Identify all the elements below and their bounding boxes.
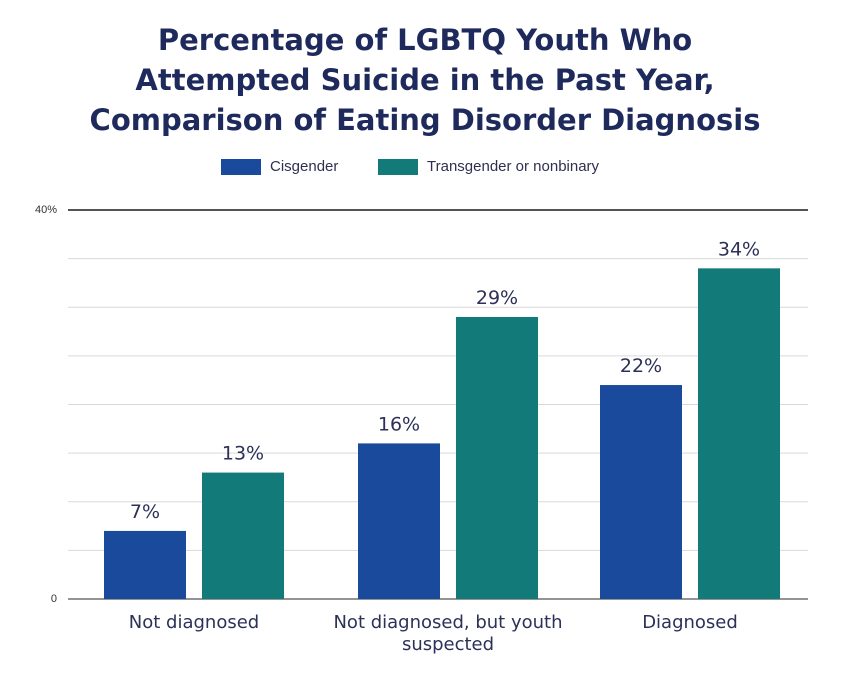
bar-cisgender-2 bbox=[600, 385, 682, 599]
chart-title-line-3: Comparison of Eating Disorder Diagnosis bbox=[89, 103, 761, 137]
chart-title-line-2: Attempted Suicide in the Past Year, bbox=[135, 63, 715, 97]
category-label-0: Not diagnosed bbox=[54, 612, 334, 634]
bar-cisgender-0 bbox=[104, 530, 186, 599]
category-label-2: Diagnosed bbox=[550, 612, 830, 634]
data-label-cisgender-1: 16% bbox=[378, 413, 420, 435]
legend-label-transgender: Transgender or nonbinary bbox=[427, 158, 600, 175]
legend-swatch-cisgender bbox=[221, 158, 261, 175]
y-tick-label-40: 40% bbox=[35, 204, 57, 216]
category-label-1-line-1: suspected bbox=[401, 634, 495, 655]
legend-item-transgender: Transgender or nonbinary bbox=[378, 158, 599, 175]
data-label-transgender-0: 13% bbox=[222, 443, 264, 465]
data-label-transgender-1: 29% bbox=[476, 287, 518, 309]
chart-legend: Cisgender Transgender or nonbinary bbox=[0, 158, 850, 182]
chart-title-line-1: Percentage of LGBTQ Youth Who bbox=[157, 23, 693, 57]
chart-title: Percentage of LGBTQ Youth Who Attempted … bbox=[0, 20, 850, 140]
legend-item-cisgender: Cisgender bbox=[221, 158, 338, 175]
bar-transgender-1 bbox=[456, 316, 538, 599]
data-label-cisgender-2: 22% bbox=[620, 355, 662, 377]
bar-transgender-2 bbox=[698, 268, 780, 599]
category-label-1-line-0: Not diagnosed, but youth bbox=[333, 612, 563, 633]
bar-cisgender-1 bbox=[358, 443, 440, 599]
y-tick-label-0: 0 bbox=[51, 593, 57, 605]
data-label-transgender-2: 34% bbox=[718, 238, 760, 260]
category-label-1: Not diagnosed, but youth suspected bbox=[308, 612, 588, 656]
data-label-cisgender-0: 7% bbox=[130, 501, 160, 523]
bar-transgender-0 bbox=[202, 472, 284, 599]
category-label-0-line-0: Not diagnosed bbox=[128, 612, 260, 633]
legend-swatch-transgender bbox=[378, 158, 418, 175]
category-label-2-line-0: Diagnosed bbox=[642, 612, 738, 633]
legend-label-cisgender: Cisgender bbox=[270, 158, 339, 175]
